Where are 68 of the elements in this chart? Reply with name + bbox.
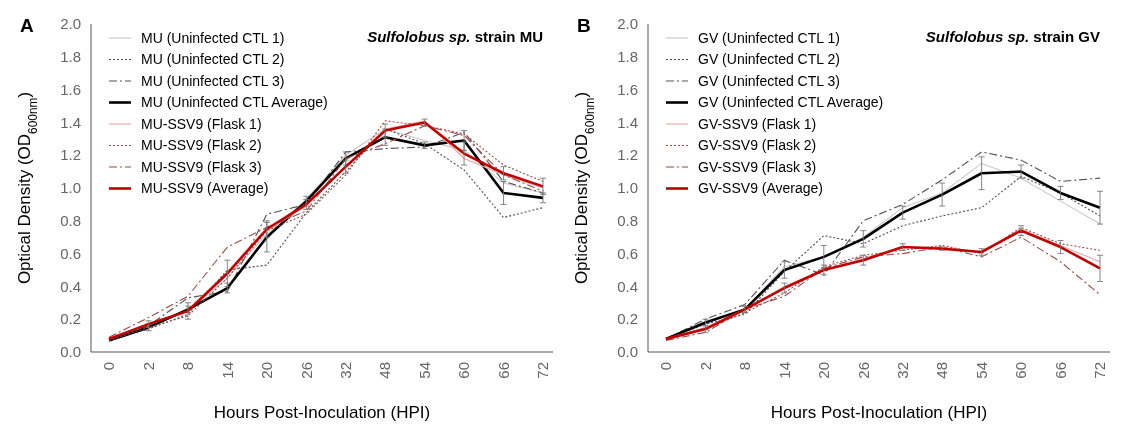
y-tick-label: 0.2	[60, 310, 81, 328]
y-tick-label: 1.2	[617, 146, 638, 164]
legend-label: GV-SSV9 (Average)	[698, 180, 824, 197]
x-tick-label: 14	[775, 362, 793, 379]
y-tick-label: 0.6	[60, 244, 81, 262]
text: 1.0	[617, 179, 638, 197]
x-tick-label: 20	[258, 362, 276, 379]
legend-label: GV-SSV9 (Flask 1)	[698, 115, 817, 132]
x-tick-label: 20	[815, 362, 833, 379]
x-tick-label: 32	[893, 362, 911, 379]
legend-label: MU-SSV9 (Flask 1)	[141, 115, 262, 132]
text: 0.0	[60, 343, 81, 361]
x-tick-label: 60	[455, 362, 473, 379]
text: 0.0	[617, 343, 638, 361]
text: B	[577, 15, 591, 36]
x-tick-label: 48	[376, 362, 394, 379]
x-tick-label: 26	[297, 362, 315, 379]
x-tick-label: 54	[415, 362, 433, 379]
x-tick-label: 72	[534, 362, 552, 379]
x-tick-label: 26	[854, 362, 872, 379]
x-tick-label: 2	[696, 362, 714, 371]
legend-label: MU (Uninfected CTL 1)	[141, 29, 285, 46]
x-tick-label: 8	[736, 362, 754, 371]
x-tick-label: 72	[1091, 362, 1109, 379]
x-tick-label: 0	[100, 362, 118, 371]
y-tick-label: 0.8	[617, 212, 638, 230]
legend-label: MU (Uninfected CTL 3)	[141, 72, 285, 89]
legend-label: GV (Uninfected CTL 2)	[698, 51, 840, 68]
x-axis-title: Hours Post-Inoculation (HPI)	[213, 403, 431, 422]
x-tick-label: 60	[1012, 362, 1030, 379]
x-tick-label: 54	[972, 362, 990, 379]
legend-label: MU-SSV9 (Average)	[141, 180, 269, 197]
chart-title: Sulfolobus sp. strain MU	[367, 28, 543, 45]
y-tick-label: 0.8	[60, 212, 81, 230]
x-axis-title: Hours Post-Inoculation (HPI)	[770, 403, 988, 422]
y-tick-label: 1.4	[60, 113, 81, 131]
x-tick-label: 66	[1051, 362, 1069, 379]
x-tick-label: 0	[657, 362, 675, 371]
chart-title: Sulfolobus sp. strain GV	[925, 28, 1100, 45]
text: 1.0	[60, 179, 81, 197]
x-tick-label: 48	[933, 362, 951, 379]
legend-label: MU (Uninfected CTL Average)	[141, 94, 328, 111]
y-tick-label: 1.6	[60, 80, 81, 98]
y-tick-label: 0.4	[617, 277, 638, 295]
y-tick-label: 0.2	[617, 310, 638, 328]
x-tick-label: 14	[218, 362, 236, 379]
y-tick-label: 1.8	[617, 48, 638, 66]
y-tick-label: 1.2	[60, 146, 81, 164]
y-tick-label: 1.8	[60, 48, 81, 66]
legend-label: MU-SSV9 (Flask 3)	[141, 158, 262, 175]
y-tick-label: 0.4	[60, 277, 81, 295]
legend-label: GV-SSV9 (Flask 3)	[698, 158, 817, 175]
text: 2.0	[617, 15, 638, 33]
legend-label: GV (Uninfected CTL Average)	[698, 94, 884, 111]
text: A	[20, 15, 34, 36]
x-tick-label: 32	[336, 362, 354, 379]
legend-label: GV (Uninfected CTL 3)	[698, 72, 840, 89]
text: 2.0	[60, 15, 81, 33]
x-tick-label: 8	[179, 362, 197, 371]
x-tick-label: 66	[494, 362, 512, 379]
y-tick-label: 0.6	[617, 244, 638, 262]
legend-label: MU-SSV9 (Flask 2)	[141, 137, 262, 154]
y-tick-label: 1.4	[617, 113, 638, 131]
legend-label: MU (Uninfected CTL 2)	[141, 51, 285, 68]
y-tick-label: 1.6	[617, 80, 638, 98]
legend-label: GV (Uninfected CTL 1)	[698, 29, 840, 46]
legend-label: GV-SSV9 (Flask 2)	[698, 137, 817, 154]
x-tick-label: 2	[139, 362, 157, 371]
